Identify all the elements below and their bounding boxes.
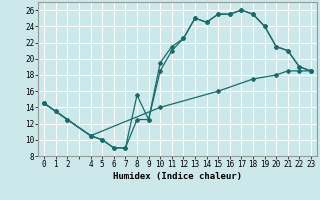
X-axis label: Humidex (Indice chaleur): Humidex (Indice chaleur) — [113, 172, 242, 181]
